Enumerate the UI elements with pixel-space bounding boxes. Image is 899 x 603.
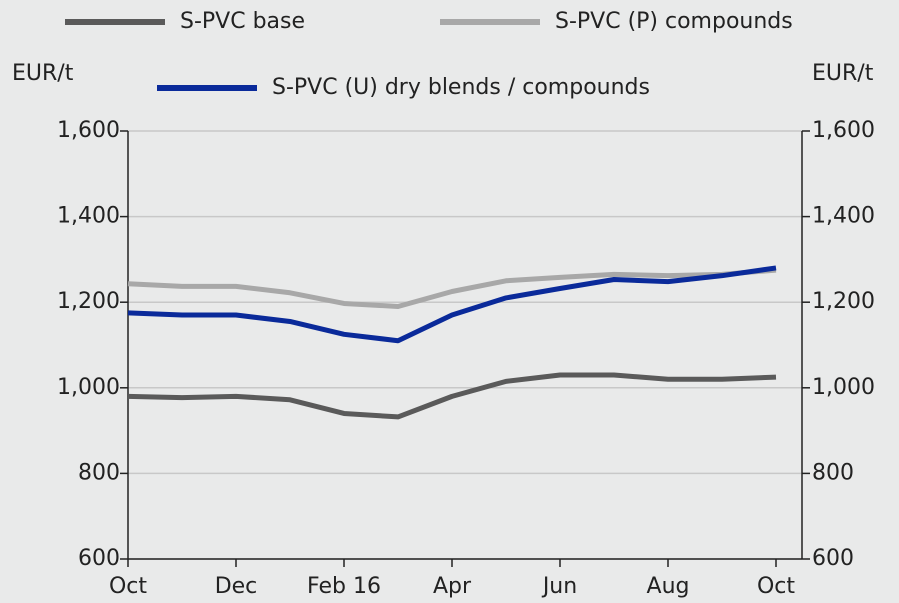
y2-tick-label: 1,600: [812, 118, 875, 143]
y-tick-label: 600: [78, 546, 120, 571]
y-tick-label: 1,400: [57, 204, 120, 229]
x-tick-label: Apr: [433, 574, 472, 599]
y2-tick-label: 1,200: [812, 289, 875, 314]
y-axis-label: EUR/t: [12, 61, 74, 86]
x-tick-label: Feb 16: [307, 574, 381, 599]
series-line: [127, 265, 777, 344]
y2-axis-label: EUR/t: [812, 61, 874, 86]
y2-tick-label: 1,000: [812, 375, 875, 400]
y2-tick-label: 600: [812, 546, 854, 571]
series-line: [127, 267, 777, 309]
legend-label: S-PVC (P) compounds: [555, 9, 793, 34]
y2-tick-label: 800: [812, 460, 854, 485]
legend-label: S-PVC base: [180, 9, 305, 34]
y-tick-label: 1,600: [57, 118, 120, 143]
y-tick-label: 1,000: [57, 375, 120, 400]
series-line: [127, 372, 777, 420]
y-tick-label: 1,200: [57, 289, 120, 314]
x-tick-label: Jun: [541, 574, 577, 599]
x-tick-label: Aug: [647, 574, 690, 599]
x-tick-label: Oct: [109, 574, 147, 599]
x-tick-label: Dec: [215, 574, 258, 599]
legend-label: S-PVC (U) dry blends / compounds: [272, 75, 650, 100]
y2-tick-label: 1,400: [812, 204, 875, 229]
x-tick-label: Oct: [757, 574, 795, 599]
y-tick-label: 800: [78, 460, 120, 485]
